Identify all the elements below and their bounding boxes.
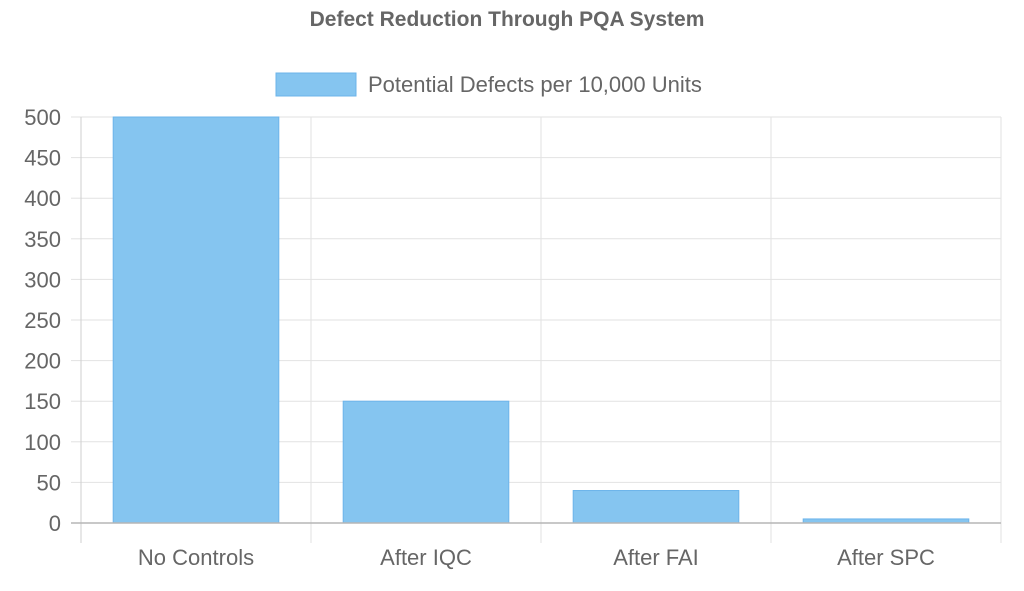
chart-title: Defect Reduction Through PQA System: [310, 8, 705, 31]
y-tick-label: 250: [24, 308, 61, 333]
y-tick-label: 50: [37, 470, 61, 495]
y-tick-label: 450: [24, 146, 61, 171]
y-tick-label: 300: [24, 267, 61, 292]
y-axis-tick-labels: 0 50 100 150 200 250 300 350 400 450 500: [24, 105, 61, 536]
legend-swatch: [275, 72, 357, 97]
x-tick-label: After SPC: [837, 545, 935, 570]
y-tick-label: 0: [49, 511, 61, 536]
legend[interactable]: Potential Defects per 10,000 Units: [275, 72, 702, 97]
y-tick-label: 100: [24, 430, 61, 455]
y-tick-label: 200: [24, 349, 61, 374]
x-tick-label: After FAI: [613, 545, 699, 570]
y-tick-label: 150: [24, 389, 61, 414]
bars: [112, 116, 970, 524]
bar[interactable]: [572, 490, 740, 524]
y-tick-label: 350: [24, 227, 61, 252]
x-tick-label: After IQC: [380, 545, 472, 570]
axes: [71, 117, 1001, 543]
x-tick-label: No Controls: [138, 545, 254, 570]
bar[interactable]: [342, 400, 510, 524]
y-tick-label: 400: [24, 186, 61, 211]
bar[interactable]: [112, 116, 280, 524]
x-axis-tick-labels: No Controls After IQC After FAI After SPC: [138, 545, 935, 570]
legend-label: Potential Defects per 10,000 Units: [368, 72, 702, 97]
y-tick-label: 500: [24, 105, 61, 130]
